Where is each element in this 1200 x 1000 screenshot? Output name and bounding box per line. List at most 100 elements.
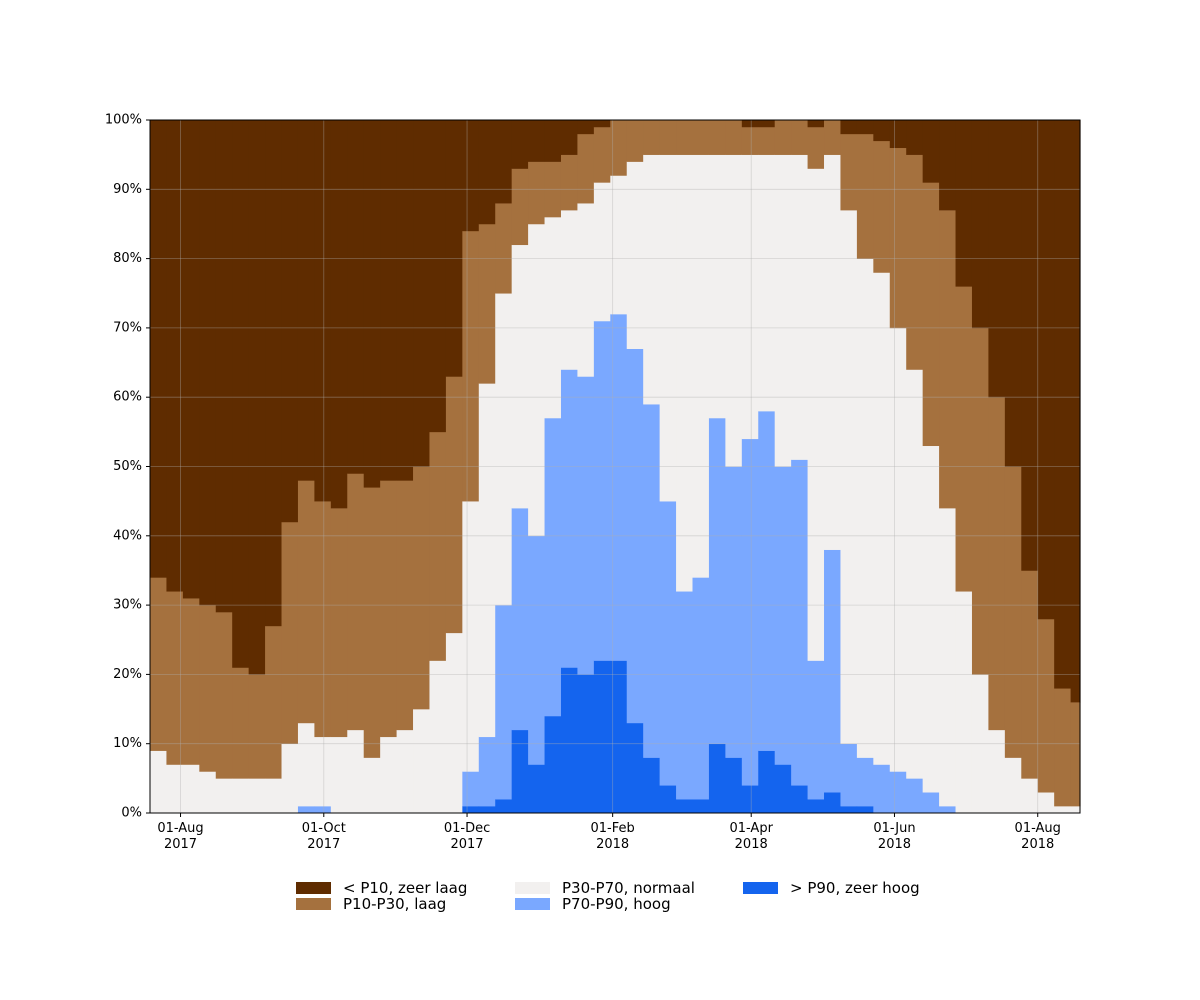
area-step	[873, 272, 891, 765]
area-step	[199, 605, 217, 772]
legend-swatch	[515, 882, 550, 894]
area-step	[528, 764, 546, 814]
area-step	[856, 258, 874, 758]
area-step	[413, 709, 431, 814]
area-step	[577, 376, 595, 675]
area-step	[232, 667, 250, 779]
area-step	[889, 120, 907, 149]
area-step	[396, 729, 414, 814]
area-step	[758, 120, 776, 128]
area-step	[445, 120, 463, 377]
x-tick-label: 01-Jun 2018	[873, 821, 916, 852]
area-step	[708, 120, 726, 155]
area-step	[807, 168, 825, 661]
area-step	[182, 120, 200, 599]
area-step	[330, 120, 348, 509]
y-tick-label: 40%	[113, 528, 142, 543]
area-step	[659, 154, 677, 502]
x-tick-label: 01-Aug 2017	[157, 821, 204, 852]
area-step	[725, 120, 743, 155]
x-tick-label: 01-Apr 2018	[729, 821, 773, 852]
area-step	[297, 120, 315, 481]
area-step	[692, 120, 710, 155]
area-step	[676, 799, 694, 814]
area-step	[988, 397, 1006, 731]
area-step	[791, 154, 809, 460]
area-step	[314, 120, 332, 502]
y-tick-label: 50%	[113, 459, 142, 474]
area-step	[511, 168, 529, 246]
area-step	[495, 120, 513, 204]
area-step	[939, 210, 957, 509]
area-step	[462, 771, 480, 807]
area-step	[856, 806, 874, 814]
area-step	[692, 154, 710, 578]
area-step	[610, 175, 628, 315]
area-step	[396, 120, 414, 481]
area-step	[708, 154, 726, 419]
area-step	[232, 778, 250, 814]
area-step	[971, 674, 990, 814]
y-tick-label: 10%	[113, 736, 142, 751]
area-step	[807, 660, 825, 800]
area-step	[314, 806, 332, 814]
legend-label: P70-P90, hoog	[562, 895, 671, 913]
x-tick-label: 01-Feb 2018	[590, 821, 635, 852]
legend-label: P10-P30, laag	[343, 895, 447, 913]
area-step	[659, 785, 677, 814]
area-step	[708, 417, 726, 744]
area-step	[166, 764, 184, 814]
area-step	[265, 625, 283, 779]
legend-label: < P10, zeer laag	[343, 879, 468, 897]
area-step	[347, 120, 365, 474]
area-step	[889, 327, 907, 772]
area-step	[380, 480, 398, 738]
area-step	[281, 743, 299, 814]
area-step	[610, 314, 628, 661]
legend-label: P30-P70, normaal	[562, 879, 695, 897]
area-step	[922, 182, 940, 447]
plot-frame	[149, 119, 1081, 814]
area-step	[626, 161, 644, 349]
area-step	[215, 612, 233, 779]
area-step	[528, 223, 546, 537]
area-step	[577, 674, 595, 814]
area-step	[741, 438, 759, 786]
area-step	[215, 120, 233, 613]
area-step	[560, 120, 579, 155]
legend-swatch	[296, 898, 331, 910]
area-step	[413, 466, 431, 710]
area-step	[955, 591, 973, 814]
area-step	[774, 466, 792, 765]
area-step	[560, 154, 579, 211]
area-step	[248, 778, 266, 814]
y-tick-label: 70%	[113, 320, 142, 335]
area-step	[248, 674, 266, 779]
area-step	[478, 223, 496, 384]
area-step	[150, 750, 168, 814]
legend-label: > P90, zeer hoog	[790, 879, 920, 897]
area-step	[478, 736, 496, 807]
area-step	[593, 126, 611, 183]
area-step	[314, 736, 332, 807]
area-step	[544, 715, 562, 814]
area-step	[150, 577, 168, 751]
area-step	[840, 133, 858, 211]
area-step	[840, 120, 858, 135]
area-step	[741, 785, 759, 814]
area-step	[478, 806, 496, 814]
area-step	[1070, 702, 1081, 807]
area-step	[906, 778, 924, 814]
area-step	[1054, 120, 1072, 689]
area-step	[396, 480, 414, 731]
area-step	[593, 660, 611, 814]
area-step	[758, 411, 776, 751]
area-step	[297, 722, 315, 807]
area-step	[182, 598, 200, 765]
area-step	[232, 120, 250, 668]
area-step	[626, 120, 644, 162]
area-step	[856, 757, 874, 807]
area-step	[906, 154, 924, 370]
area-step	[725, 466, 743, 758]
